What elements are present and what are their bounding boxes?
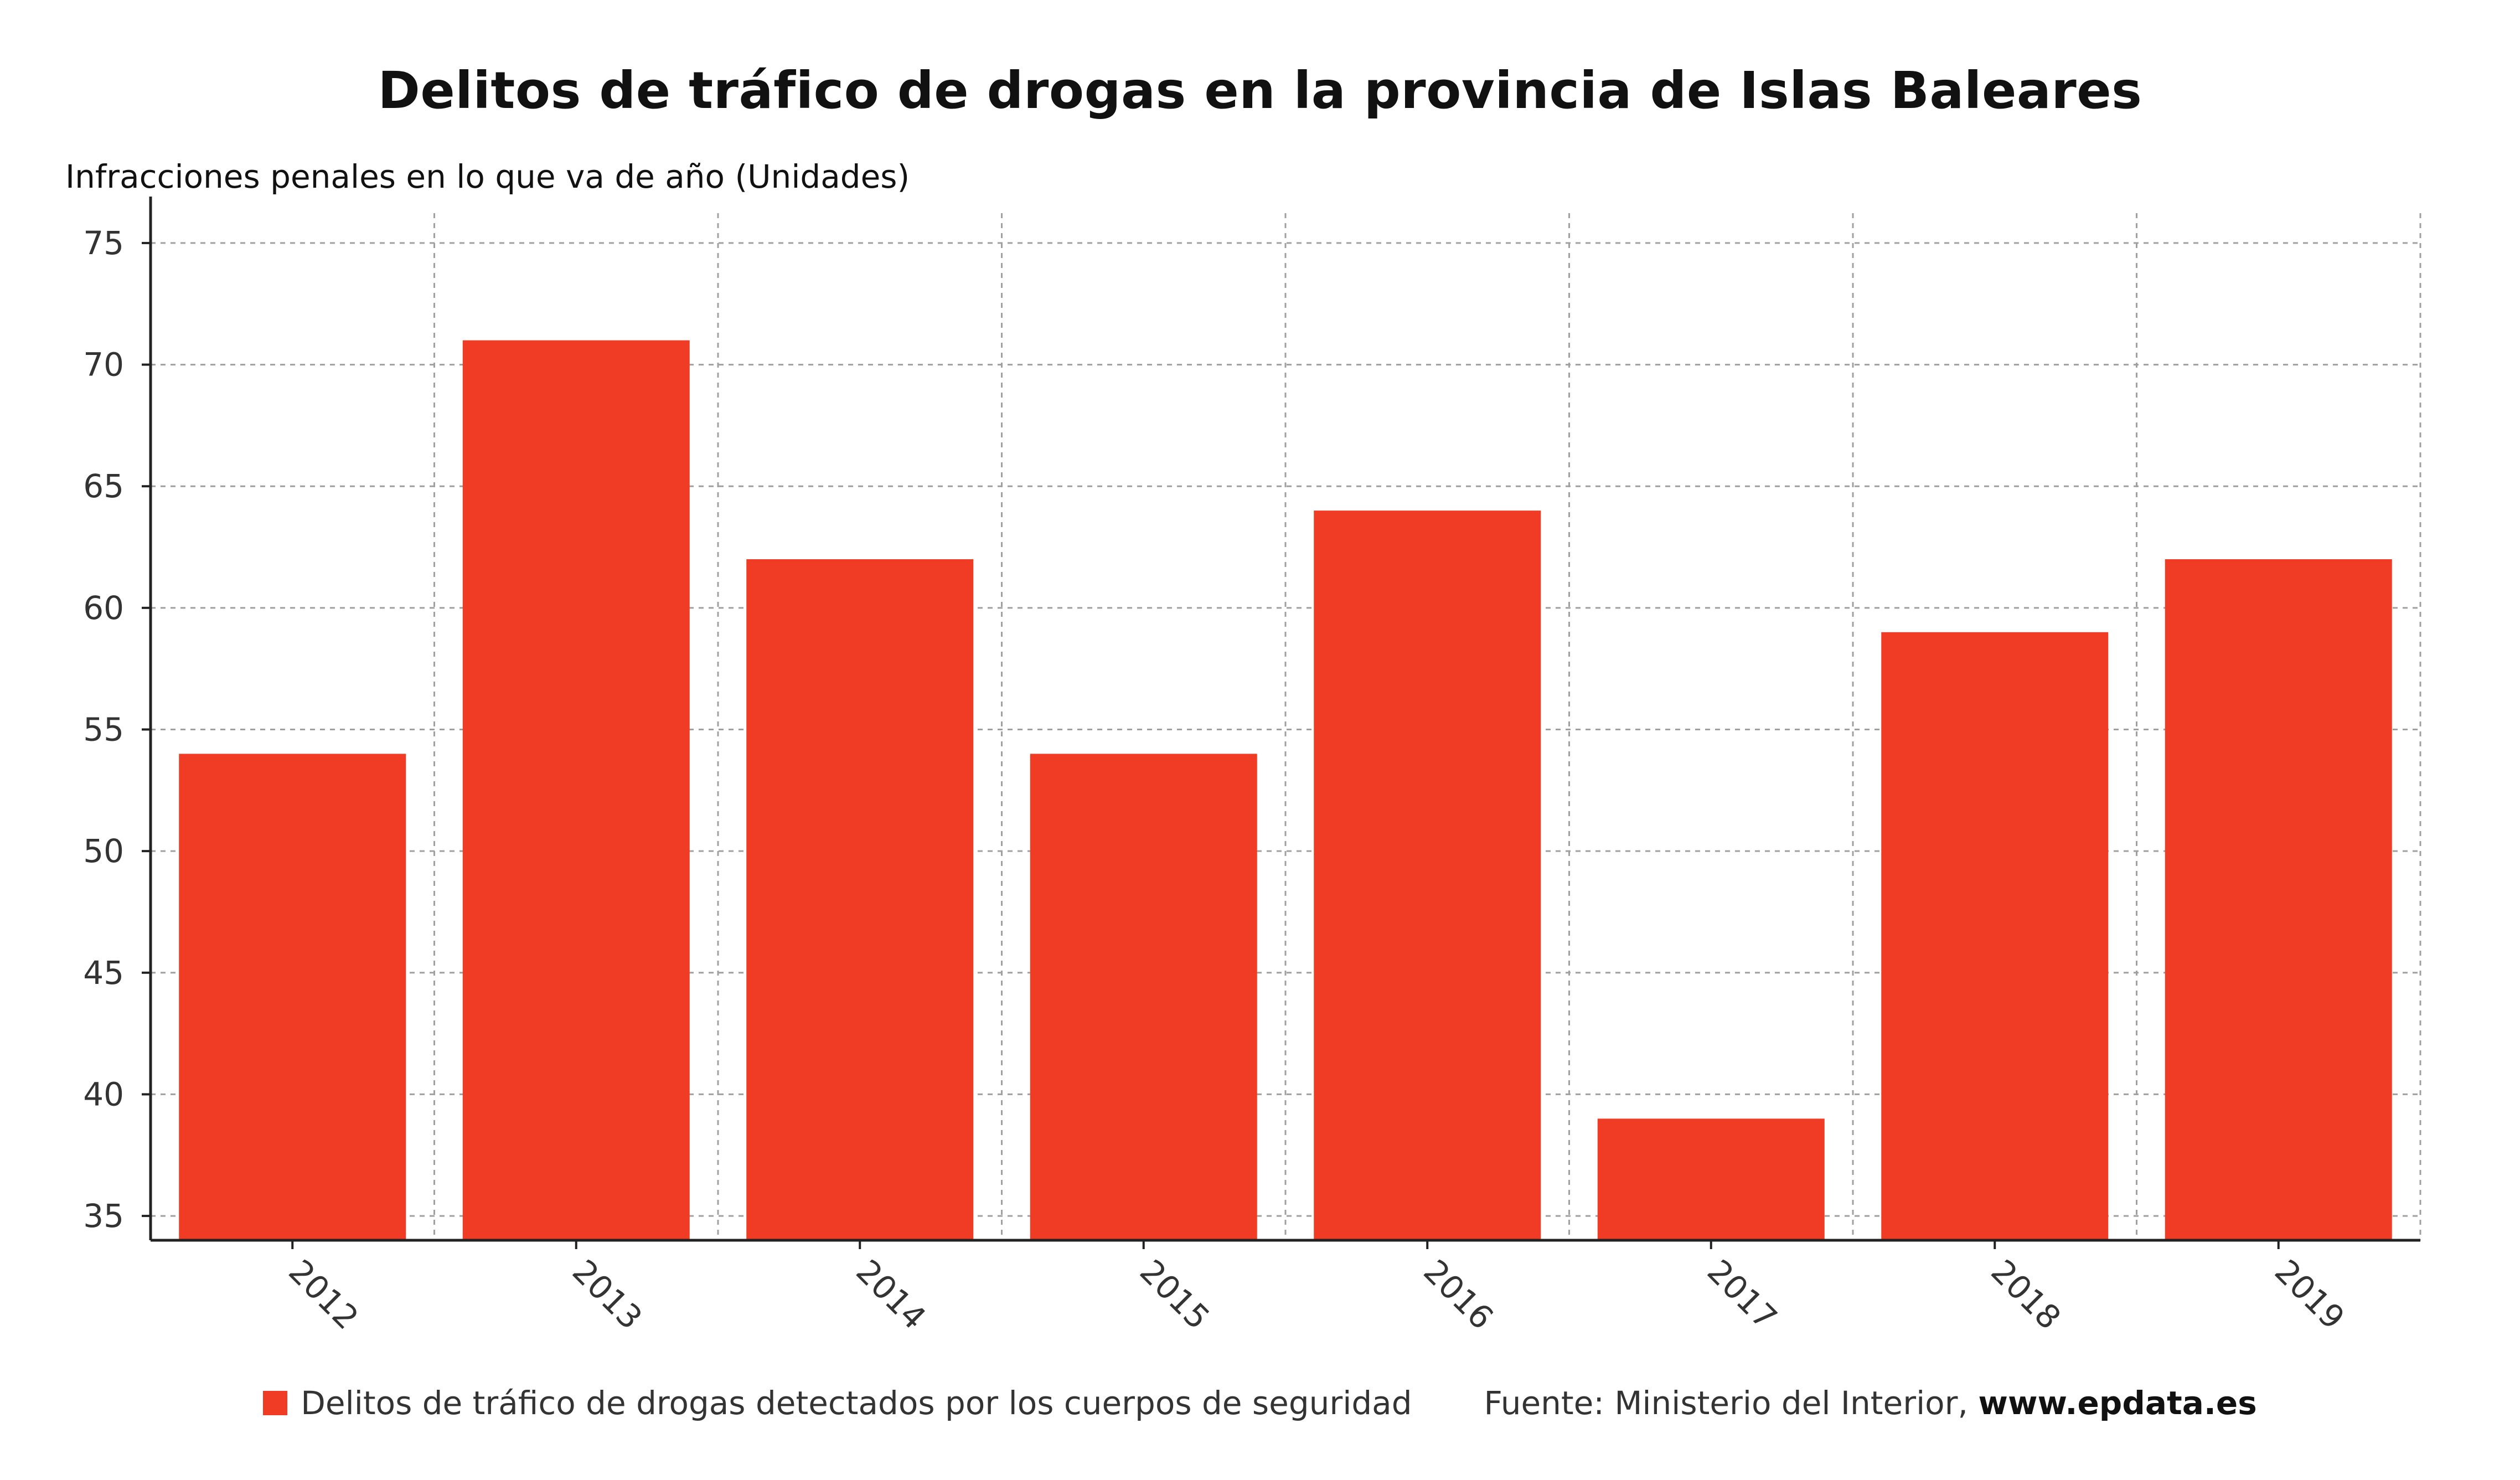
y-tick-label: 75 — [83, 224, 124, 262]
bar-2017 — [1597, 1118, 1825, 1240]
x-tick-labels: 2012 2013 2014 2015 2016 2017 2018 2019 — [281, 1252, 2352, 1337]
y-tick-labels: 35 40 45 50 55 60 65 70 75 — [83, 224, 124, 1235]
legend-swatch — [263, 1391, 288, 1415]
y-tick-label: 70 — [83, 346, 124, 384]
source-prefix: Fuente: Ministerio del Interior, — [1484, 1384, 1968, 1422]
axes — [142, 197, 2420, 1249]
x-tick-label: 2016 — [1416, 1252, 1500, 1337]
x-tick-label: 2012 — [281, 1252, 365, 1337]
x-tick-label: 2018 — [1984, 1252, 2068, 1337]
y-tick-label: 35 — [83, 1197, 124, 1235]
x-tick-label: 2019 — [2268, 1252, 2352, 1337]
y-tick-label: 50 — [83, 832, 124, 870]
y-tick-label: 40 — [83, 1075, 124, 1113]
bar-2016 — [1314, 510, 1541, 1241]
bar-2019 — [2165, 559, 2392, 1240]
legend: Delitos de tráfico de drogas detectados … — [0, 1384, 2520, 1422]
bar-2015 — [1030, 754, 1257, 1240]
x-tick-label: 2017 — [1700, 1252, 1784, 1337]
bar-2014 — [746, 559, 974, 1240]
legend-series-label: Delitos de tráfico de drogas detectados … — [301, 1384, 1412, 1422]
y-axis-label: Infracciones penales en lo que va de año… — [65, 158, 910, 195]
y-tick-label: 65 — [83, 467, 124, 505]
chart-title: Delitos de tráfico de drogas en la provi… — [378, 61, 2142, 120]
bar-2013 — [462, 340, 690, 1241]
source-link[interactable]: www.epdata.es — [1978, 1384, 2257, 1422]
y-tick-label: 60 — [83, 589, 124, 627]
x-tick-label: 2015 — [1133, 1252, 1217, 1337]
bars — [179, 340, 2392, 1241]
bar-2018 — [1881, 632, 2109, 1240]
x-tick-label: 2013 — [565, 1252, 649, 1337]
y-tick-label: 55 — [83, 711, 124, 749]
y-tick-label: 45 — [83, 954, 124, 992]
x-tick-label: 2014 — [849, 1252, 933, 1337]
bar-2012 — [179, 754, 406, 1240]
